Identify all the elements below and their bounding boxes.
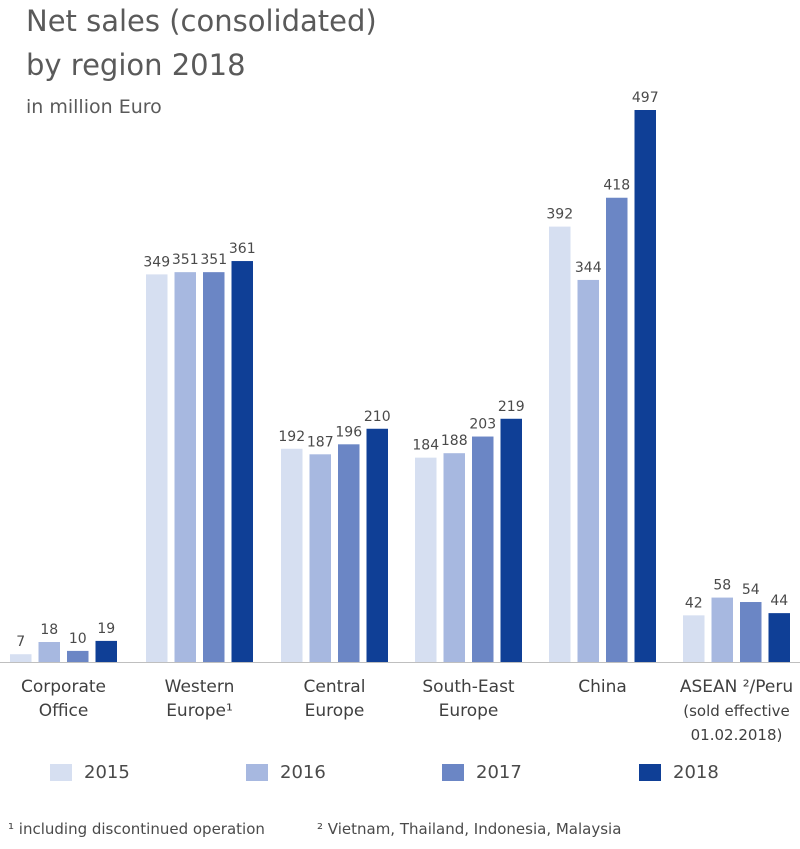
bar-2016-2 [309,454,331,662]
data-label-2017-3: 203 [469,417,496,433]
legend-item-2015: 2015 [50,760,130,784]
category-label-1-line-0: Western [165,677,235,697]
category-label-5-line-2: 01.02.2018) [691,726,783,744]
data-label-2015-0: 7 [16,634,25,650]
bar-2015-1 [146,274,168,662]
bar-2016-5 [711,597,733,662]
category-label-5-line-0: ASEAN ²/Peru [680,677,793,697]
data-label-2015-3: 184 [412,438,439,454]
chart-title-line1: Net sales (consolidated) [26,4,377,38]
data-label-2016-0: 18 [40,622,58,638]
data-label-2018-2: 210 [364,409,391,425]
data-label-2017-2: 196 [335,424,362,440]
data-label-2017-4: 418 [603,178,630,194]
bar-2018-3 [500,418,522,662]
bar-2016-4 [577,279,599,662]
footnote-2: ² Vietnam, Thailand, Indonesia, Malaysia [317,820,622,838]
data-label-2016-3: 188 [441,433,468,449]
data-label-2015-2: 192 [278,429,305,445]
data-label-2016-4: 344 [575,260,602,276]
bar-2015-5 [683,615,705,662]
data-label-2015-1: 349 [143,254,170,270]
data-label-2015-5: 42 [685,595,703,611]
bar-2015-0 [10,654,32,662]
bar-2018-4 [634,110,656,662]
category-label-2-line-0: Central [304,677,366,697]
bar-2016-1 [174,272,196,662]
legend-item-2016: 2016 [246,760,326,784]
category-label-1-line-1: Europe¹ [166,701,233,721]
bar-2018-0 [95,640,117,662]
legend-label-2016: 2016 [280,761,326,783]
legend-item-2017: 2017 [442,760,522,784]
category-label-4-line-0: China [578,677,627,697]
bar-2015-3 [415,457,437,662]
data-label-2017-0: 10 [69,631,87,647]
data-label-2016-5: 58 [713,578,731,594]
bar-2016-3 [443,453,465,662]
legend-swatch-2018 [639,763,661,781]
bar-2018-2 [366,428,388,662]
data-label-2017-5: 54 [742,582,760,598]
data-label-2016-1: 351 [172,252,199,268]
category-label-2-line-1: Europe [305,701,365,721]
bar-2017-5 [740,602,762,662]
legend-swatch-2017 [442,763,464,781]
data-label-2018-5: 44 [770,593,788,609]
legend-label-2015: 2015 [84,761,130,783]
bar-2018-1 [231,261,253,662]
legend-label-2017: 2017 [476,761,522,783]
category-label-0-line-0: Corporate [21,677,106,697]
bar-2017-4 [606,197,628,662]
category-label-3-line-0: South-East [422,677,515,697]
data-label-2018-3: 219 [498,399,525,415]
bar-2015-4 [549,226,571,662]
data-label-2016-2: 187 [307,434,334,450]
legend-item-2018: 2018 [639,760,719,784]
footnote-1: ¹ including discontinued operation [8,820,265,838]
category-label-5-line-1: (sold effective [683,702,790,720]
bar-2016-0 [38,642,60,662]
bar-2017-0 [67,650,89,662]
data-label-2017-1: 351 [200,252,227,268]
bar-2017-1 [203,272,225,662]
bar-2017-3 [472,436,494,662]
data-label-2015-4: 392 [546,207,573,223]
legend-swatch-2016 [246,763,268,781]
data-label-2018-4: 497 [632,90,659,106]
data-label-2018-1: 361 [229,241,256,257]
bar-2017-2 [338,444,360,662]
chart-title-line2: by region 2018 [26,48,246,82]
bar-2015-2 [281,448,303,662]
data-label-2018-0: 19 [97,621,115,637]
legend-swatch-2015 [50,763,72,781]
category-label-3-line-1: Europe [439,701,499,721]
bar-2018-5 [768,613,790,662]
legend-label-2018: 2018 [673,761,719,783]
category-label-0-line-1: Office [39,701,89,721]
chart-unit-label: in million Euro [26,96,162,118]
